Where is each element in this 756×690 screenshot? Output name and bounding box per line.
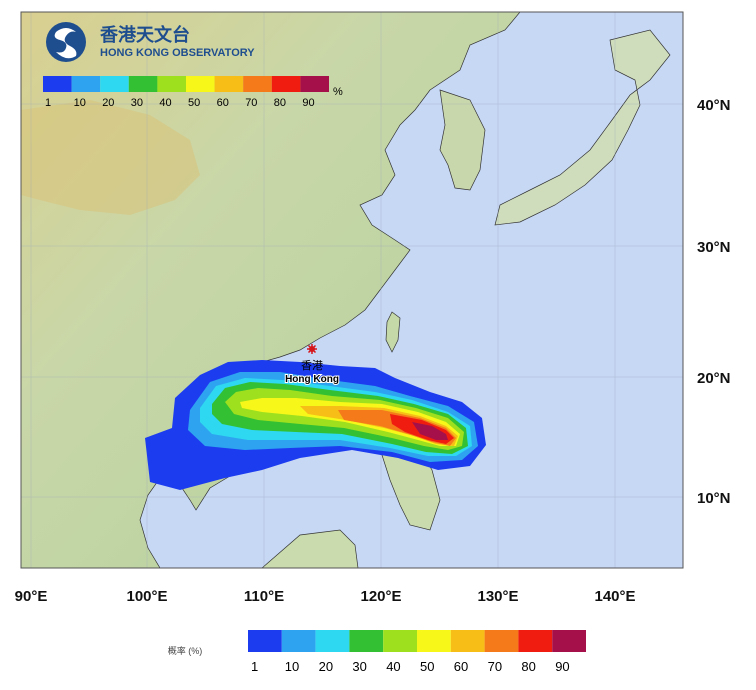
legend-top-label: 90 — [302, 97, 314, 109]
legend-top-swatch — [128, 76, 158, 92]
place-label-en: Hong Kong — [285, 374, 339, 385]
lon-label: 130°E — [477, 588, 518, 605]
legend-bottom-swatch — [248, 630, 282, 652]
legend-bottom-label: 50 — [420, 659, 434, 674]
legend-top-label: 40 — [159, 97, 171, 109]
legend-bottom-label: 20 — [319, 659, 333, 674]
legend-bottom-caption: 概率 (%) — [168, 645, 203, 656]
legend-top-unit: % — [333, 86, 343, 98]
legend-top-swatch — [43, 76, 72, 92]
legend-bottom-label: 10 — [285, 659, 299, 674]
legend-bottom-label: 80 — [521, 659, 535, 674]
lat-label: 20°N — [697, 370, 731, 387]
latitude-labels: 40°N 30°N 20°N 10°N — [697, 97, 731, 507]
legend-top-label: 30 — [131, 97, 143, 109]
legend-bottom-label: 40 — [386, 659, 400, 674]
legend-top-swatch — [300, 76, 329, 92]
plateau-shading — [21, 100, 200, 215]
lon-label: 140°E — [594, 588, 635, 605]
legend-top-swatch — [71, 76, 101, 92]
lat-label: 30°N — [697, 239, 731, 256]
probability-swath — [145, 360, 486, 490]
legend-top-label: 50 — [188, 97, 200, 109]
legend-bottom-swatch — [450, 630, 485, 652]
legend-top-swatch — [243, 76, 272, 92]
legend-bottom-swatch — [518, 630, 553, 652]
legend-bottom-swatch — [552, 630, 586, 652]
lon-label: 120°E — [360, 588, 401, 605]
legend-top-label: 1 — [45, 97, 51, 109]
legend-top-swatch — [271, 76, 301, 92]
legend-top-label: 80 — [274, 97, 286, 109]
swath-band-6 — [240, 398, 460, 446]
legend-bottom-swatch — [349, 630, 384, 652]
legend-top: 1 10 20 30 40 50 60 70 80 90% — [43, 76, 343, 109]
logo-english-name: HONG KONG OBSERVATORY — [100, 47, 255, 59]
lat-label: 40°N — [697, 97, 731, 114]
hko-logo: 香港天文台 HONG KONG OBSERVATORY — [46, 22, 255, 62]
legend-bottom-swatch — [484, 630, 519, 652]
map-content — [21, 12, 683, 568]
legend-bottom-swatch — [315, 630, 350, 652]
japan-landmass — [494, 29, 671, 226]
legend-bottom-label: 90 — [555, 659, 569, 674]
legend-top-label: 60 — [217, 97, 229, 109]
borneo-landmass — [261, 529, 359, 568]
lon-label: 110°E — [244, 588, 284, 605]
legend-bottom-label: 70 — [488, 659, 502, 674]
legend-top-swatch — [157, 76, 186, 92]
legend-top-swatch — [214, 76, 244, 92]
lat-label: 10°N — [697, 490, 731, 507]
legend-top-label: 70 — [245, 97, 257, 109]
map-border — [20, 11, 684, 569]
swath-band-10 — [412, 422, 448, 440]
lon-label: 90°E — [15, 588, 48, 605]
longitude-labels: 90°E 100°E 110°E 120°E 130°E 140°E — [15, 588, 636, 605]
korea-landmass — [439, 89, 486, 191]
legend-bottom-swatch — [417, 630, 451, 652]
legend-top-swatch — [186, 76, 215, 92]
legend-top-label: 20 — [102, 97, 114, 109]
legend-bottom: 1 10 20 30 40 50 60 70 80 90 — [248, 630, 586, 674]
legend-bottom-label: 1 — [251, 659, 258, 674]
place-label-zh: 香港 — [301, 359, 323, 372]
legend-bottom-label: 60 — [454, 659, 468, 674]
taiwan-landmass — [385, 311, 401, 353]
graticule — [21, 12, 683, 568]
legend-top-swatch — [100, 76, 129, 92]
hong-kong-marker — [307, 344, 317, 354]
legend-top-label: 10 — [74, 97, 86, 109]
legend-bottom-swatch — [383, 630, 417, 652]
legend-bottom-swatch — [281, 630, 316, 652]
logo-chinese-name: 香港天文台 — [99, 24, 190, 45]
lon-label: 100°E — [126, 588, 167, 605]
legend-bottom-label: 30 — [352, 659, 366, 674]
